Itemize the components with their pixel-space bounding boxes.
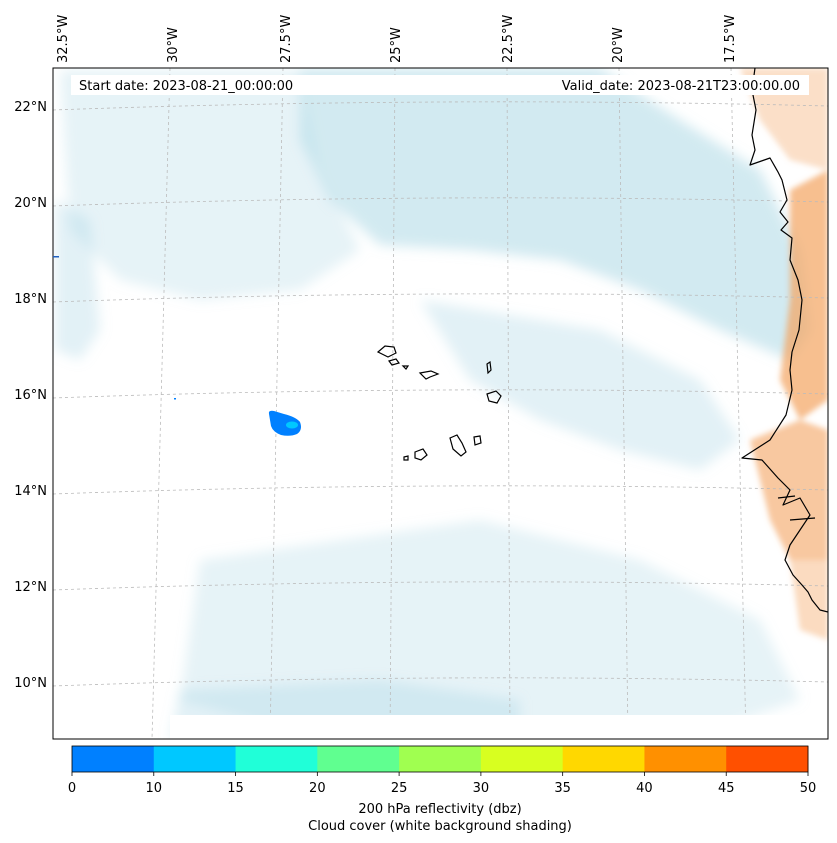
colorbar-tick-label-6: 35 <box>554 781 571 796</box>
gridline-lat-20N <box>53 197 828 207</box>
colorbar-swatch-8 <box>726 746 809 772</box>
colorbar-swatch-6 <box>562 746 645 772</box>
colorbar-swatch-7 <box>644 746 727 772</box>
colorbar-swatch-1 <box>153 746 237 772</box>
valid-date-label: Valid_date: 2023-08-21T23:00:00.00 <box>562 79 800 94</box>
lat-label-18N: 18°N <box>14 292 47 307</box>
cloud-band-north <box>300 68 810 360</box>
island-santo-antao <box>376 345 397 358</box>
colorbar-swatches <box>72 746 809 772</box>
lon-label-17-5W: 17.5°W <box>723 15 738 63</box>
map-frame <box>52 67 829 740</box>
gridline-lon-22-5W <box>506 68 511 739</box>
gridline-lon-17-5W <box>730 68 747 739</box>
lon-label-20W: 20°W <box>611 27 626 63</box>
lon-label-27-5W: 27.5°W <box>279 15 294 63</box>
cloud-cover-shading <box>55 68 810 739</box>
echo-cell-outer <box>268 410 301 436</box>
gridline-lat-16N <box>53 389 828 399</box>
colorbar-swatch-4 <box>399 746 482 772</box>
left-edge-mark <box>53 256 59 258</box>
header-box <box>71 75 809 95</box>
island-boa-vista <box>486 390 502 404</box>
colorbar-tick-label-1: 10 <box>146 781 163 796</box>
island-brava <box>403 455 409 461</box>
colorbar-label-secondary: Cloud cover (white background shading) <box>308 819 572 834</box>
cloud-south-band <box>180 520 800 735</box>
colorbar-ticks: 0 10 15 20 25 30 35 40 45 50 <box>68 772 816 796</box>
reflectivity-echo <box>174 398 301 436</box>
colorbar-tick-label-5: 30 <box>473 781 490 796</box>
gridline-lat-12N <box>53 581 828 591</box>
colorbar-tick-label-2: 15 <box>227 781 244 796</box>
coastline-inlet-casamance <box>789 517 816 521</box>
colorbar: 0 10 15 20 25 30 35 40 45 50 200 hPa reflectivity… <box>68 745 816 834</box>
island-santiago <box>449 434 467 457</box>
colorbar-tick-label-9: 50 <box>800 781 817 796</box>
gridline-lat-22N <box>53 101 828 111</box>
gridline-lon-20W <box>618 68 629 739</box>
africa-coastline <box>741 68 828 613</box>
island-fogo <box>414 448 428 461</box>
colorbar-swatch-2 <box>235 746 318 772</box>
cloud-band-north-light <box>60 70 360 300</box>
warm-shading-tip <box>790 560 828 640</box>
gridline-lon-30W <box>151 68 171 739</box>
island-santa-luzia <box>401 365 410 370</box>
lon-label-30W: 30°W <box>166 27 181 63</box>
lat-label-14N: 14°N <box>14 484 47 499</box>
footer-box <box>170 715 800 739</box>
lat-label-12N: 12°N <box>14 580 47 595</box>
cloud-band-middle <box>420 300 740 470</box>
graticule <box>53 68 828 739</box>
colorbar-swatch-0 <box>72 746 155 772</box>
cape-verde-islands <box>376 345 502 461</box>
gridline-lat-14N <box>53 485 828 495</box>
longitude-labels: 32.5°W 30°W 27.5°W 25°W 22.5°W 20°W 17.5… <box>56 15 738 63</box>
gridline-lon-25W <box>389 68 396 739</box>
colorbar-label-primary: 200 hPa reflectivity (dbz) <box>358 802 521 817</box>
coastlines <box>741 68 828 613</box>
colorbar-tick-label-3: 20 <box>309 781 326 796</box>
colorbar-tick-label-4: 25 <box>391 781 408 796</box>
latitude-labels: 22°N 20°N 18°N 16°N 14°N 12°N 10°N <box>14 100 47 691</box>
island-sal <box>486 360 492 375</box>
warm-shading-mid <box>780 170 828 420</box>
echo-speck <box>174 398 176 400</box>
lat-label-22N: 22°N <box>14 100 47 115</box>
gridline-lat-10N <box>53 677 828 687</box>
colorbar-swatch-5 <box>480 746 564 772</box>
colorbar-tick-label-0: 0 <box>68 781 76 796</box>
colorbar-tick-label-7: 40 <box>636 781 653 796</box>
gridline-lon-27-5W <box>269 68 284 739</box>
island-sao-vicente <box>387 358 401 366</box>
warm-shading-south <box>750 420 828 560</box>
colorbar-tick-label-8: 45 <box>718 781 735 796</box>
coastline-inlet-gambia <box>777 495 796 499</box>
island-sao-nicolau <box>418 370 440 380</box>
colorbar-swatch-3 <box>317 746 400 772</box>
lon-label-32-5W: 32.5°W <box>56 15 71 63</box>
lon-label-22-5W: 22.5°W <box>501 15 516 63</box>
colorbar-frame <box>71 745 809 773</box>
map-panel <box>53 68 828 739</box>
island-maio <box>473 435 482 446</box>
cloud-west-strip <box>55 200 100 360</box>
lat-label-10N: 10°N <box>14 676 47 691</box>
lat-label-16N: 16°N <box>14 388 47 403</box>
lon-label-25W: 25°W <box>389 27 404 63</box>
lat-label-20N: 20°N <box>14 196 47 211</box>
start-date-label: Start date: 2023-08-21_00:00:00 <box>79 79 293 94</box>
echo-cell-core <box>286 421 298 429</box>
